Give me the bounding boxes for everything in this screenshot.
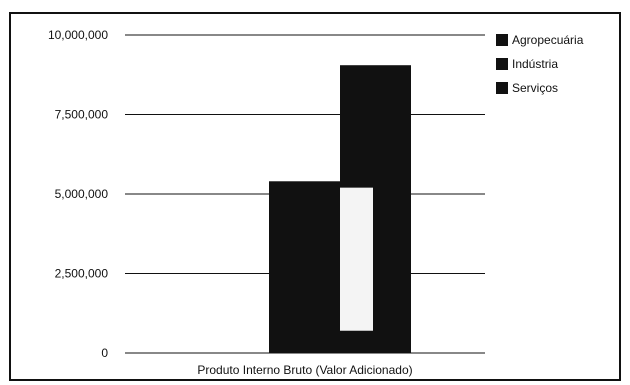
legend-label: Indústria: [512, 57, 558, 71]
legend-swatch: [496, 34, 508, 46]
y-tick-label: 10,000,000: [48, 28, 108, 42]
y-tick-label: 0: [101, 346, 108, 360]
x-category-label: Produto Interno Bruto (Valor Adicionado): [197, 363, 412, 377]
legend-swatch: [496, 82, 508, 94]
y-tick-label: 7,500,000: [55, 108, 109, 122]
y-axis-ticks: 10,000,000 7,500,000 5,000,000 2,500,000 0: [48, 28, 108, 360]
bar: [269, 181, 340, 353]
legend-label: Serviços: [512, 81, 558, 95]
bar-segment: [340, 187, 373, 331]
legend-label: Agropecuária: [512, 33, 584, 47]
legend: Agropecuária Indústria Serviços: [496, 33, 584, 95]
bars: [269, 65, 411, 354]
legend-swatch: [496, 58, 508, 70]
y-tick-label: 5,000,000: [55, 187, 109, 201]
y-tick-label: 2,500,000: [55, 267, 109, 281]
